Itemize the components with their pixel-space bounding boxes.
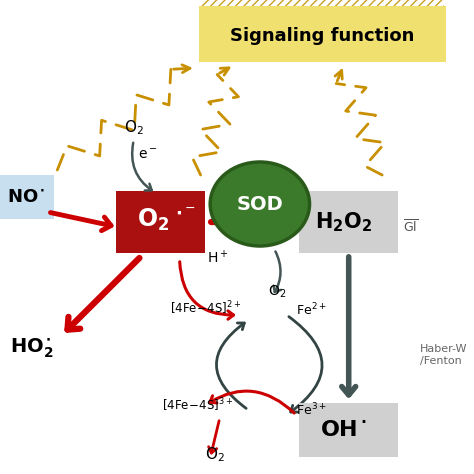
FancyBboxPatch shape (299, 191, 398, 253)
FancyBboxPatch shape (299, 403, 398, 457)
Text: $\mathbf{NO^\bullet}$: $\mathbf{NO^\bullet}$ (7, 188, 46, 206)
Text: $\mathrm{Fe^{3+}}$: $\mathrm{Fe^{3+}}$ (296, 401, 327, 418)
Text: $\mathbf{O_2}$: $\mathbf{O_2}$ (137, 207, 169, 233)
Text: $\mathrm{O_2}$: $\mathrm{O_2}$ (124, 118, 144, 137)
Text: $\mathrm{[4Fe\!-\!4S]^{3+}}$: $\mathrm{[4Fe\!-\!4S]^{3+}}$ (163, 396, 234, 414)
Text: $\mathbf{OH^\bullet}$: $\mathbf{OH^\bullet}$ (320, 420, 367, 440)
Text: $\mathrm{O_2}$: $\mathrm{O_2}$ (205, 446, 225, 465)
Text: $\mathrm{Fe^{2+}}$: $\mathrm{Fe^{2+}}$ (296, 301, 327, 319)
FancyBboxPatch shape (0, 175, 55, 219)
Text: SOD: SOD (237, 194, 283, 213)
Text: $\mathbf{H_2O_2}$: $\mathbf{H_2O_2}$ (315, 210, 373, 234)
Text: $\mathbf{HO_2^\bullet}$: $\mathbf{HO_2^\bullet}$ (9, 336, 53, 360)
Ellipse shape (210, 162, 310, 246)
Text: Haber-W
/Fenton: Haber-W /Fenton (420, 344, 468, 366)
Text: $\overline{\mathrm{Gl}}$: $\overline{\mathrm{Gl}}$ (403, 219, 419, 235)
Text: $\mathrm{[4Fe\!-\!4S]^{2+}}$: $\mathrm{[4Fe\!-\!4S]^{2+}}$ (170, 299, 241, 317)
FancyBboxPatch shape (199, 6, 446, 62)
FancyBboxPatch shape (116, 191, 205, 253)
Text: $\mathrm{H^+}$: $\mathrm{H^+}$ (207, 249, 228, 267)
Text: $\mathrm{e^-}$: $\mathrm{e^-}$ (138, 148, 158, 162)
Text: $\mathbf{\bullet}^-$: $\mathbf{\bullet}^-$ (175, 203, 196, 221)
Text: $\mathrm{O_2}$: $\mathrm{O_2}$ (268, 284, 286, 300)
Text: Signaling function: Signaling function (230, 27, 415, 45)
